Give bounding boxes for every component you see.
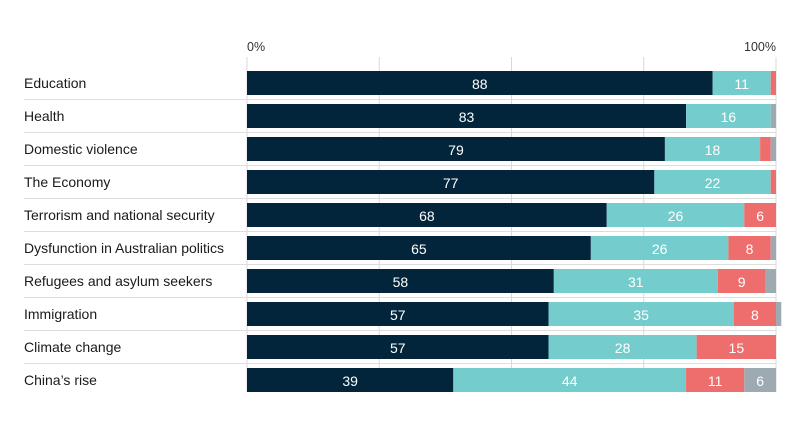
data-label: 16 [721,109,737,125]
bar-row: The Economy 77 22 [24,170,776,194]
bar-segment [686,368,745,392]
bar-segment [247,170,655,194]
bar-segment [760,137,771,161]
bar-row: Domestic violence 79 18 [24,137,776,161]
bar-segment [247,236,591,260]
data-label: 77 [443,175,459,191]
bar-segment [247,269,554,293]
category-label: Refugees and asylum seekers [24,273,212,289]
data-label: 8 [751,307,759,323]
data-label: 35 [633,307,649,323]
category-label: The Economy [24,174,110,190]
bar-segment [712,71,771,95]
category-label: Education [24,75,86,91]
row-separators [24,99,776,364]
bar-segment [247,335,549,359]
data-label: 79 [448,142,464,158]
bar-segment [548,302,734,326]
bar-row: Climate change 57 28 15 [24,335,776,359]
bar-segment [686,104,771,128]
bar-row: Immigration 57 35 8 [24,302,782,326]
data-label: 6 [756,373,764,389]
x-tick-label: 0% [247,40,265,54]
bar-row: China’s rise 39 44 11 6 [24,368,776,392]
category-label: Health [24,108,64,124]
data-label: 28 [615,340,631,356]
category-label: China’s rise [24,372,97,388]
bar-segment [733,302,776,326]
data-label: 6 [756,208,764,224]
bar-segment [770,137,776,161]
bar-segment [654,170,771,194]
bar-segment [553,269,718,293]
bar-row: Terrorism and national security 68 26 6 [24,203,776,227]
bar-segment [696,335,776,359]
bar-segment [728,236,771,260]
bar-segment [664,137,761,161]
data-label: 44 [562,373,578,389]
bar-segment [770,71,776,95]
bar-segment [247,137,665,161]
data-label: 9 [738,274,746,290]
bar-row: Dysfunction in Australian politics 65 26 8 [24,236,776,260]
bar-segment [770,170,776,194]
data-label: 83 [459,109,475,125]
bar-segment [770,104,776,128]
data-label: 15 [729,340,745,356]
bar-segment [606,203,745,227]
data-label: 39 [342,373,358,389]
bar-segment [247,71,713,95]
data-label: 68 [419,208,435,224]
data-label: 11 [734,76,749,92]
bar-segment [770,236,776,260]
bar-segment [590,236,729,260]
bar-row: Health 83 16 [24,104,776,128]
bar-segment [247,302,549,326]
bar-segment [744,203,776,227]
data-label: 57 [390,307,406,323]
category-label: Terrorism and national security [24,207,215,223]
x-axis-ticks: 0% 100% [247,40,776,54]
data-label: 11 [708,373,723,389]
data-label: 31 [628,274,644,290]
bar-row: Education 88 11 [24,71,776,95]
data-label: 8 [746,241,754,257]
category-label: Climate change [24,339,121,355]
bar-segment [776,302,782,326]
category-label: Dysfunction in Australian politics [24,240,224,256]
bar-segment [453,368,687,392]
x-tick-label: 100% [744,40,776,54]
data-label: 18 [705,142,721,158]
data-label: 26 [668,208,684,224]
data-label: 88 [472,76,488,92]
data-label: 58 [393,274,409,290]
data-label: 57 [390,340,406,356]
bar-segment [717,269,766,293]
bar-row: Refugees and asylum seekers 58 31 9 [24,269,776,293]
bar-segment [247,203,607,227]
category-label: Domestic violence [24,141,138,157]
data-label: 26 [652,241,668,257]
bar-segment [247,368,454,392]
bar-segment [744,368,776,392]
bar-segment [548,335,697,359]
data-label: 65 [411,241,427,257]
bar-segment [765,269,776,293]
bar-segment [247,104,687,128]
data-label: 22 [705,175,721,191]
category-label: Immigration [24,306,97,322]
